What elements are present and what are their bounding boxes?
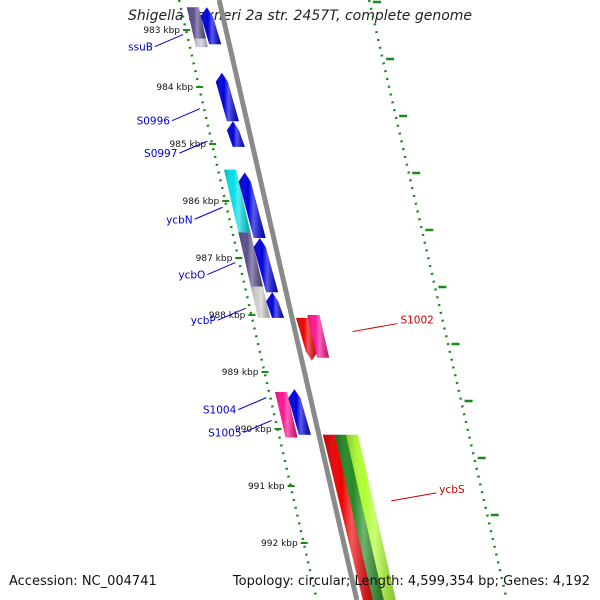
gene-label-leader bbox=[243, 419, 272, 433]
gene-label[interactable]: ssuB bbox=[128, 42, 153, 54]
accession-label: Accession: NC_004741 bbox=[9, 574, 157, 589]
gene-label[interactable]: ycbP bbox=[191, 315, 216, 327]
gene-feature-shading bbox=[215, 72, 239, 122]
gene-feature-shading bbox=[224, 169, 251, 233]
gene-feature-shading bbox=[200, 7, 222, 45]
gene-feature-shading bbox=[275, 391, 298, 438]
kbp-tick-label: 987 kbp bbox=[196, 254, 233, 264]
gene-label-leader bbox=[154, 34, 184, 48]
gene-feature-shading bbox=[334, 434, 385, 600]
gene-feature-shading bbox=[193, 38, 208, 48]
gene-label-leader bbox=[217, 307, 246, 321]
gene-label[interactable]: S1005 bbox=[208, 427, 241, 439]
gene-label-leader bbox=[194, 206, 223, 220]
gene-feature-shading bbox=[322, 434, 375, 600]
kbp-tick-label: 990 kbp bbox=[235, 425, 272, 435]
gene-feature-shading bbox=[253, 238, 279, 293]
gene-label[interactable]: S1004 bbox=[203, 405, 237, 417]
gene-feature-shading bbox=[288, 389, 311, 435]
gene-label[interactable]: ycbO bbox=[178, 270, 205, 282]
gene-label[interactable]: S0996 bbox=[137, 116, 171, 128]
gene-label-leader bbox=[171, 108, 201, 122]
gene-feature-shading bbox=[238, 232, 263, 287]
kbp-tick-label: 983 kbp bbox=[143, 26, 180, 36]
kbp-tick-label: 984 kbp bbox=[156, 83, 193, 93]
gene-label-leader bbox=[352, 323, 398, 333]
gene-label[interactable]: S0997 bbox=[144, 148, 177, 160]
gene-feature-shading bbox=[296, 317, 318, 361]
genome-stats-label: Topology: circular; Length: 4,599,354 bp… bbox=[232, 574, 590, 589]
gene-feature-shading bbox=[226, 121, 245, 147]
gene-label-leader bbox=[238, 397, 267, 411]
dotted-tracks bbox=[177, 0, 509, 600]
kbp-tick-label: 992 kbp bbox=[261, 539, 298, 549]
gene-feature-shading bbox=[307, 315, 330, 358]
gene-label-leader bbox=[179, 140, 208, 154]
gene-label[interactable]: S1002 bbox=[400, 315, 433, 327]
dotted-track-line bbox=[177, 0, 319, 600]
dotted-track-line bbox=[367, 0, 509, 600]
backbone-track bbox=[216, 0, 360, 600]
gene-label[interactable]: ycbS bbox=[439, 484, 465, 496]
gene-feature-shading bbox=[238, 172, 266, 239]
gene-feature-shading bbox=[250, 286, 271, 318]
gene-label-leader bbox=[207, 262, 236, 276]
gene-feature-shading bbox=[266, 292, 285, 318]
gene-features bbox=[186, 7, 396, 600]
kbp-tick-label: 991 kbp bbox=[248, 482, 285, 492]
kbp-tick-label: 989 kbp bbox=[222, 368, 259, 378]
kbp-tick-label: 986 kbp bbox=[183, 197, 220, 207]
gene-feature-shading bbox=[186, 7, 206, 39]
kbp-tick-label: 985 kbp bbox=[169, 140, 206, 150]
map-title: Shigella flexneri 2a str. 2457T, complet… bbox=[127, 8, 473, 24]
gene-labels: ssuB S0996 S0997 ycbN ycbO ycbP S1002 S1004 S100… bbox=[128, 34, 465, 502]
gene-feature-shading bbox=[345, 434, 396, 600]
gene-label[interactable]: ycbN bbox=[166, 214, 193, 226]
gene-label-leader bbox=[391, 492, 437, 502]
backbone-line bbox=[216, 0, 360, 600]
